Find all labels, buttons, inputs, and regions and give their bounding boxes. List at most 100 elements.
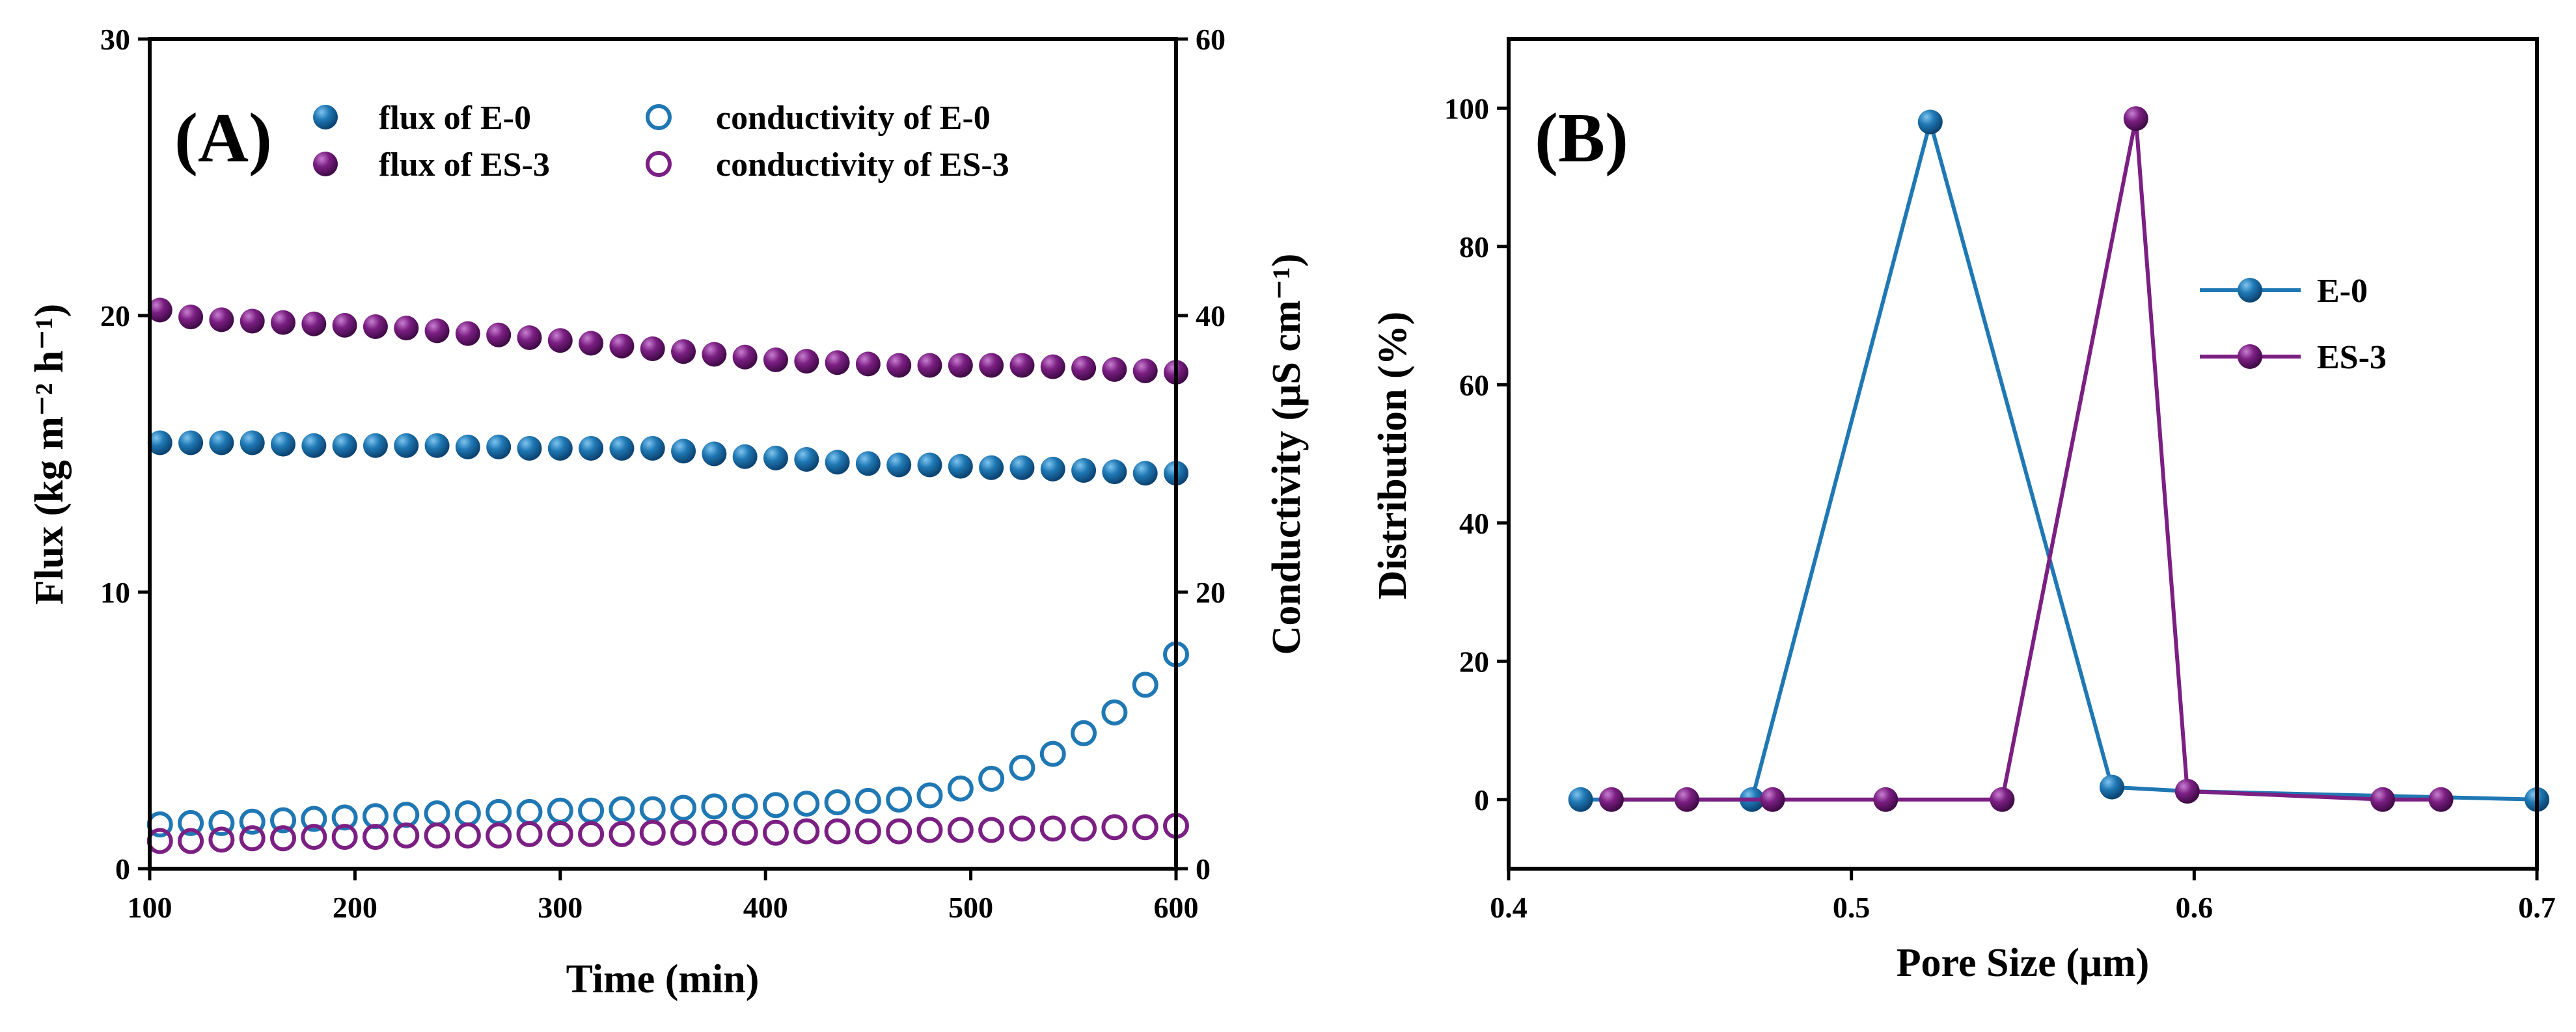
panel-a: 100 200 300 400 500 600 0 10 20 30 0 20 40 60 (A) f… [27,23,1309,1001]
panel-b: 0.4 0.5 0.6 0.7 0 20 40 60 80 100 (B) E-0 ES-3 P… [1371,37,2556,985]
point-conductivity-of-es-3 [424,822,450,849]
point-flux-of-e-0 [855,451,881,476]
panel-a-x-axis-title: Time (min) [566,957,760,1001]
point-flux-of-e-0 [486,434,512,459]
series-flux-of-e-0 [147,430,1188,486]
point-conductivity-of-e-0 [824,789,851,815]
point-flux-of-es-3 [763,347,788,372]
point-conductivity-of-es-3 [301,824,327,850]
point-conductivity-of-es-3 [732,819,758,846]
point-flux-of-es-3 [209,307,234,333]
point-conductivity-of-e-0 [486,798,512,825]
legend-item-flux-es3: flux of ES-3 [313,146,550,183]
y-tick-label: 80 [1459,230,1489,264]
point-flux-of-es-3 [855,351,881,377]
point-es-3 [1599,787,1624,812]
legend-label-conductivity-es3: conductivity of ES-3 [716,146,1009,183]
point-conductivity-of-e-0 [331,804,358,831]
point-conductivity-of-es-3 [1101,814,1128,841]
series-conductivity-of-e-0 [146,641,1189,837]
point-es-3 [1990,787,2015,812]
point-flux-of-e-0 [517,436,542,461]
point-flux-of-es-3 [332,312,357,338]
y-tick-label: 20 [1459,645,1489,678]
point-flux-of-es-3 [1009,353,1035,378]
point-flux-of-es-3 [948,353,973,378]
panel-b-frame [1507,37,2539,871]
point-flux-of-e-0 [702,441,727,467]
panel-a-right-y-axis-title: Conductivity (μS cm⁻¹) [1265,254,1309,655]
point-flux-of-e-0 [1009,455,1035,480]
point-conductivity-of-es-3 [609,821,635,847]
legend-marker-e0 [2238,278,2262,303]
legend-marker-conductivity-e0 [646,104,672,130]
y-tick-label-right: 20 [1196,576,1226,609]
point-e-0 [1568,787,1593,812]
legend-item-es3: ES-3 [2200,339,2387,376]
point-conductivity-of-e-0 [609,796,635,822]
point-conductivity-of-es-3 [978,817,1005,843]
point-flux-of-e-0 [424,433,450,458]
point-conductivity-of-es-3 [1039,815,1066,842]
panel-b-y-axis-title: Distribution (%) [1371,312,1415,600]
point-flux-of-es-3 [547,328,573,353]
point-flux-of-es-3 [794,349,819,374]
point-flux-of-es-3 [240,308,265,334]
point-flux-of-es-3 [640,336,665,361]
point-conductivity-of-e-0 [178,809,204,836]
legend-marker-flux-es3 [313,152,338,176]
point-flux-of-e-0 [301,433,327,458]
legend-label-e0: E-0 [2317,273,2368,310]
point-es-3 [1674,787,1699,812]
point-flux-of-e-0 [979,455,1004,480]
point-conductivity-of-es-3 [639,819,666,846]
point-flux-of-es-3 [1132,359,1158,383]
point-conductivity-of-es-3 [547,821,573,847]
point-conductivity-of-e-0 [516,798,543,825]
x-tick-label: 0.5 [1833,891,1870,924]
point-flux-of-e-0 [1102,459,1127,485]
point-es-3 [2428,787,2454,812]
point-flux-of-e-0 [886,452,912,478]
point-conductivity-of-es-3 [516,821,543,847]
panel-b-x-axis-title: Pore Size (μm) [1897,941,2150,985]
panel-b-y-ticks: 0 20 40 60 80 100 [1444,92,1509,817]
point-conductivity-of-es-3 [362,824,389,850]
point-flux-of-es-3 [732,344,758,370]
point-conductivity-of-e-0 [793,791,820,817]
point-conductivity-of-e-0 [1039,740,1066,767]
point-es-3 [2370,787,2395,812]
point-conductivity-of-es-3 [670,819,697,846]
y-tick-label-left: 20 [100,299,130,333]
point-conductivity-of-es-3 [916,817,943,843]
x-tick-label: 0.6 [2176,891,2213,924]
point-conductivity-of-e-0 [855,787,881,814]
point-conductivity-of-es-3 [331,824,358,850]
y-tick-label-right: 0 [1196,852,1211,886]
point-flux-of-e-0 [394,433,419,458]
point-flux-of-e-0 [147,430,172,455]
point-flux-of-es-3 [271,310,296,335]
point-conductivity-of-e-0 [978,765,1005,792]
legend-label-conductivity-e0: conductivity of E-0 [716,100,991,137]
point-flux-of-e-0 [547,436,573,461]
panel-b-marks [1568,106,2549,812]
x-tick-label: 300 [538,891,582,924]
point-flux-of-es-3 [178,305,204,330]
point-conductivity-of-e-0 [301,806,327,832]
y-tick-label-left: 0 [115,852,130,886]
legend-marker-es3 [2238,344,2262,369]
panel-a-marks [146,297,1189,854]
point-conductivity-of-e-0 [1009,754,1035,781]
point-conductivity-of-es-3 [578,821,605,847]
point-conductivity-of-e-0 [1101,699,1128,726]
panel-a-left-y-ticks: 0 10 20 30 [100,23,150,886]
point-flux-of-es-3 [702,342,727,367]
legend-label-flux-es3: flux of ES-3 [379,146,550,183]
point-flux-of-e-0 [178,430,204,455]
legend-item-e0: E-0 [2200,273,2368,310]
y-tick-label: 40 [1459,507,1489,540]
point-e-0 [2099,774,2124,800]
